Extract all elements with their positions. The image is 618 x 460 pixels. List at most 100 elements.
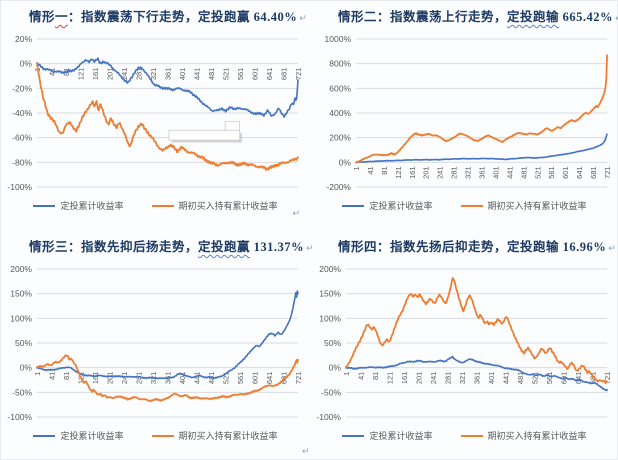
title-segment: 665.42% bbox=[559, 10, 614, 24]
x-axis-label: 41 bbox=[48, 372, 57, 380]
x-axis-label: 561 bbox=[545, 372, 554, 385]
x-axis-label: 681 bbox=[589, 166, 598, 179]
hold-line-swatch bbox=[151, 204, 174, 207]
dca-series-line bbox=[36, 57, 299, 118]
legend-label-dca: 定投累计收益率 bbox=[369, 431, 433, 441]
x-axis-label: 241 bbox=[120, 372, 129, 385]
x-axis-label: 241 bbox=[120, 68, 129, 81]
x-axis-label: 521 bbox=[222, 372, 231, 385]
paragraph-return-mark: ↵ bbox=[302, 447, 310, 457]
title-segment: ：指数震荡下行走势，定投跑赢 64.40% bbox=[68, 10, 298, 24]
legend-label-dca: 定投累计收益率 bbox=[369, 201, 433, 211]
x-axis-label: 401 bbox=[487, 372, 496, 385]
y-axis-label: -20% bbox=[12, 83, 32, 93]
x-axis-label: 161 bbox=[91, 372, 100, 385]
x-axis-label: 81 bbox=[380, 166, 389, 174]
y-axis-label: -100% bbox=[7, 182, 32, 191]
x-axis-label: 401 bbox=[178, 372, 187, 385]
x-axis-label: 401 bbox=[491, 166, 500, 179]
x-axis-label: 1 bbox=[342, 372, 351, 376]
y-axis-label: -50% bbox=[321, 387, 341, 397]
x-axis-label: 441 bbox=[502, 372, 511, 385]
y-axis-label: 0% bbox=[339, 157, 352, 167]
x-axis-label: 201 bbox=[106, 68, 115, 81]
x-axis-label: 241 bbox=[429, 372, 438, 385]
chart-title: 情形一：指数震荡下行走势，定投跑赢 64.40% ↵ bbox=[29, 9, 307, 27]
callout-tab bbox=[224, 121, 241, 131]
x-axis-label: 481 bbox=[207, 68, 216, 81]
chart-legend: 定投累计收益率 期初买入持有累计收益率 bbox=[310, 429, 618, 442]
x-axis-label: 521 bbox=[222, 68, 231, 81]
x-axis-label: 721 bbox=[603, 372, 612, 385]
chart-legend: 定投累计收益率 期初买入持有累计收益率 bbox=[1, 429, 310, 442]
x-axis-label: 241 bbox=[436, 166, 445, 179]
title-segment: 131.37% bbox=[250, 240, 305, 254]
x-axis-label: 281 bbox=[135, 68, 144, 81]
x-axis-label: 681 bbox=[589, 372, 598, 385]
hold-series-line bbox=[355, 54, 608, 164]
x-axis-label: 41 bbox=[357, 372, 366, 380]
x-axis-label: 281 bbox=[444, 372, 453, 385]
title-segment: 定投跑输 bbox=[507, 10, 560, 24]
x-axis-label: 201 bbox=[422, 166, 431, 179]
x-axis-label: 321 bbox=[149, 68, 158, 81]
scenario-panel-1: 情形一：指数震荡下行走势，定投跑赢 64.40% ↵ 20% 0% -20% -40% -… bbox=[1, 1, 310, 231]
y-axis-label: 0% bbox=[20, 363, 33, 373]
x-axis-label: 281 bbox=[450, 166, 459, 179]
scenario-panel-3: 情形三：指数先抑后扬走势，定投跑赢 131.37% ↵ 200% 150% 100% 5… bbox=[1, 231, 314, 459]
x-axis-label: 1 bbox=[352, 166, 361, 170]
x-axis-label: 121 bbox=[77, 68, 86, 81]
y-axis-label: -100% bbox=[7, 412, 32, 421]
x-axis-label: 681 bbox=[280, 68, 289, 81]
dca-line-swatch bbox=[342, 434, 365, 437]
title-segment: 情形二：指数震荡上行走势， bbox=[338, 10, 508, 24]
x-axis-label: 201 bbox=[415, 372, 424, 385]
y-axis-label: 0% bbox=[329, 363, 342, 373]
y-axis-label: 50% bbox=[15, 338, 32, 348]
chart-title: 情形三：指数先抑后扬走势，定投跑赢 131.37% ↵ bbox=[29, 239, 314, 257]
hold-series-line bbox=[36, 354, 299, 403]
y-axis-label: 100% bbox=[10, 313, 32, 323]
hold-series-line bbox=[36, 62, 299, 171]
x-axis-label: 721 bbox=[603, 166, 612, 179]
legend-item-hold: 期初买入持有累计收益率 bbox=[151, 199, 278, 212]
x-axis-label: 641 bbox=[575, 166, 584, 179]
x-axis-label: 161 bbox=[400, 372, 409, 385]
hold-line-swatch bbox=[460, 434, 483, 437]
y-axis-label: 150% bbox=[319, 289, 341, 299]
x-axis-label: 41 bbox=[366, 166, 375, 174]
x-axis-label: 281 bbox=[135, 372, 144, 385]
y-axis-label: -60% bbox=[12, 133, 32, 143]
y-axis-label: 20% bbox=[15, 34, 32, 44]
title-segment: 情形 bbox=[29, 10, 56, 24]
x-axis-label: 641 bbox=[574, 372, 583, 385]
x-axis-label: 521 bbox=[531, 372, 540, 385]
y-axis-label: -50% bbox=[12, 387, 32, 397]
x-axis-label: 481 bbox=[519, 166, 528, 179]
y-axis-label: -200% bbox=[326, 182, 351, 191]
paragraph-return-mark: ↵ bbox=[299, 14, 307, 24]
legend-label-dca: 定投累计收益率 bbox=[60, 201, 124, 211]
x-axis-label: 681 bbox=[280, 372, 289, 385]
dca-line-swatch bbox=[342, 204, 365, 207]
y-axis-label: 0% bbox=[20, 59, 33, 69]
chart-title: 情形二：指数震荡上行走势，定投跑输 665.42%↵ bbox=[338, 9, 618, 27]
legend-label-dca: 定投累计收益率 bbox=[60, 431, 124, 441]
legend-item-dca: 定投累计收益率 bbox=[342, 429, 433, 442]
title-segment: 情形三：指数先抑后扬走势， bbox=[29, 240, 199, 254]
y-axis-label: 200% bbox=[10, 264, 32, 274]
x-axis-label: 641 bbox=[265, 372, 274, 385]
x-axis-label: 81 bbox=[62, 372, 71, 380]
dca-line-swatch bbox=[33, 434, 56, 437]
x-axis-label: 161 bbox=[91, 68, 100, 81]
x-axis-label: 561 bbox=[236, 372, 245, 385]
x-axis-label: 81 bbox=[371, 372, 380, 380]
x-axis-label: 161 bbox=[408, 166, 417, 179]
hold-line-swatch bbox=[151, 434, 174, 437]
y-axis-label: 1000% bbox=[325, 34, 352, 44]
legend-item-dca: 定投累计收益率 bbox=[342, 199, 433, 212]
y-axis-label: -100% bbox=[316, 412, 341, 421]
title-segment: 定投跑赢 bbox=[198, 240, 251, 254]
paragraph-return-mark: ↵ bbox=[306, 244, 314, 254]
